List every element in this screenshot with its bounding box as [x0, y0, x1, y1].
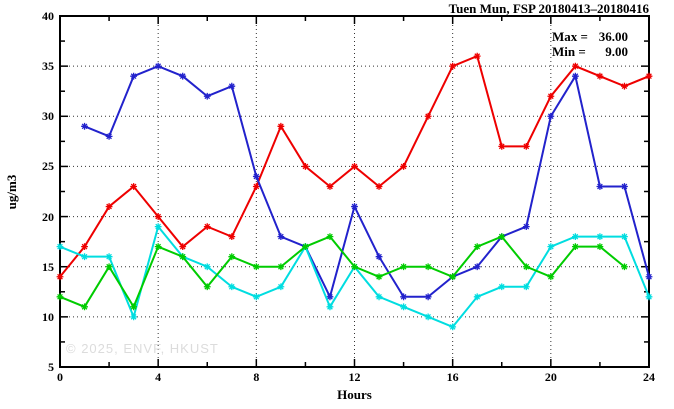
max-value: 36.00	[598, 29, 628, 44]
x-axis-label: Hours	[337, 387, 372, 402]
max-label: Max =	[552, 29, 588, 44]
y-tick-label: 30	[42, 109, 54, 124]
x-tick-label: 24	[643, 370, 655, 384]
maxmin-annotation: Max = 36.00 Min = 9.00	[552, 29, 628, 59]
chart-title: Tuen Mun, FSP 20180413–20180416	[448, 1, 649, 16]
y-tick-label: 5	[48, 360, 54, 374]
series-day-red	[56, 52, 653, 281]
x-tick-label: 0	[57, 370, 63, 384]
series-line	[84, 65, 650, 300]
watermark: © 2025, ENVF, HKUST	[66, 341, 219, 356]
y-tick-label: 20	[42, 209, 54, 224]
y-tick-label: 15	[42, 259, 54, 274]
min-label: Min =	[552, 44, 586, 59]
y-tick-label: 40	[42, 9, 54, 23]
x-tick-label: 20	[544, 370, 557, 384]
plot-border	[59, 15, 650, 368]
series-day-blue	[81, 62, 653, 301]
series-markers	[56, 233, 628, 311]
y-axis-label: ug/m3	[4, 174, 19, 210]
x-tick-label: 8	[253, 370, 260, 384]
y-tick-label: 10	[42, 309, 54, 324]
y-tick-label: 25	[42, 159, 54, 174]
series-markers	[56, 52, 653, 281]
min-value: 9.00	[605, 44, 628, 59]
x-tick-label: 4	[155, 370, 162, 384]
y-tick-label: 35	[42, 59, 54, 74]
series-line	[59, 235, 626, 310]
x-tick-label: 16	[446, 370, 459, 384]
series-markers	[81, 62, 653, 301]
series-day-green	[56, 233, 628, 311]
x-tick-label: 12	[348, 370, 361, 384]
